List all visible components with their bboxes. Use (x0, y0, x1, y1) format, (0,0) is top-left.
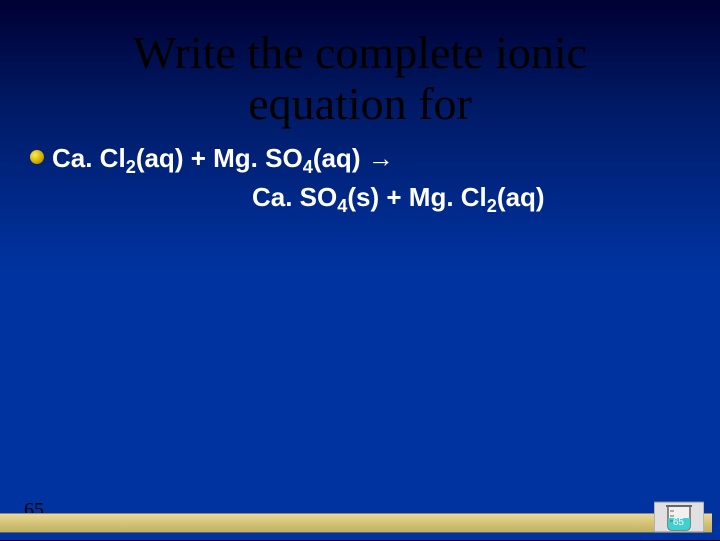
reactant1-sub: 2 (126, 157, 136, 177)
plus1: + (183, 143, 213, 173)
footer-bar-container (0, 506, 720, 540)
slide-title: Write the complete ionic equation for (0, 0, 720, 129)
bullet-item: Ca. Cl2(aq) + Mg. SO4(aq) → Ca. SO4(s) +… (30, 141, 720, 219)
chemical-equation: Ca. Cl2(aq) + Mg. SO4(aq) → Ca. SO4(s) +… (52, 141, 545, 219)
equation-line2: Ca. SO4(s) + Mg. Cl2(aq) (52, 180, 545, 219)
title-line-2: equation for (248, 78, 472, 129)
product2-state: (aq) (497, 182, 545, 212)
reactant1-state: (aq) (136, 143, 184, 173)
product2-sub: 2 (487, 196, 497, 216)
product2-formula: Mg. Cl (409, 182, 487, 212)
page-number-small: 65 (673, 517, 684, 528)
reactant1-formula: Ca. Cl (52, 143, 126, 173)
reactant2-state: (aq) (313, 143, 361, 173)
title-line-1: Write the complete ionic (133, 27, 587, 78)
reactant2-sub: 4 (303, 157, 313, 177)
arrow: → (360, 143, 393, 173)
product1-sub: 4 (337, 196, 347, 216)
plus2: + (379, 182, 409, 212)
slide-content: Ca. Cl2(aq) + Mg. SO4(aq) → Ca. SO4(s) +… (0, 129, 720, 219)
product1-formula: Ca. SO (252, 182, 337, 212)
bullet-icon (30, 150, 44, 164)
reactant2-formula: Mg. SO (213, 143, 303, 173)
footer-bar (0, 513, 712, 533)
beaker-icon (654, 496, 704, 536)
product1-state: (s) (347, 182, 379, 212)
